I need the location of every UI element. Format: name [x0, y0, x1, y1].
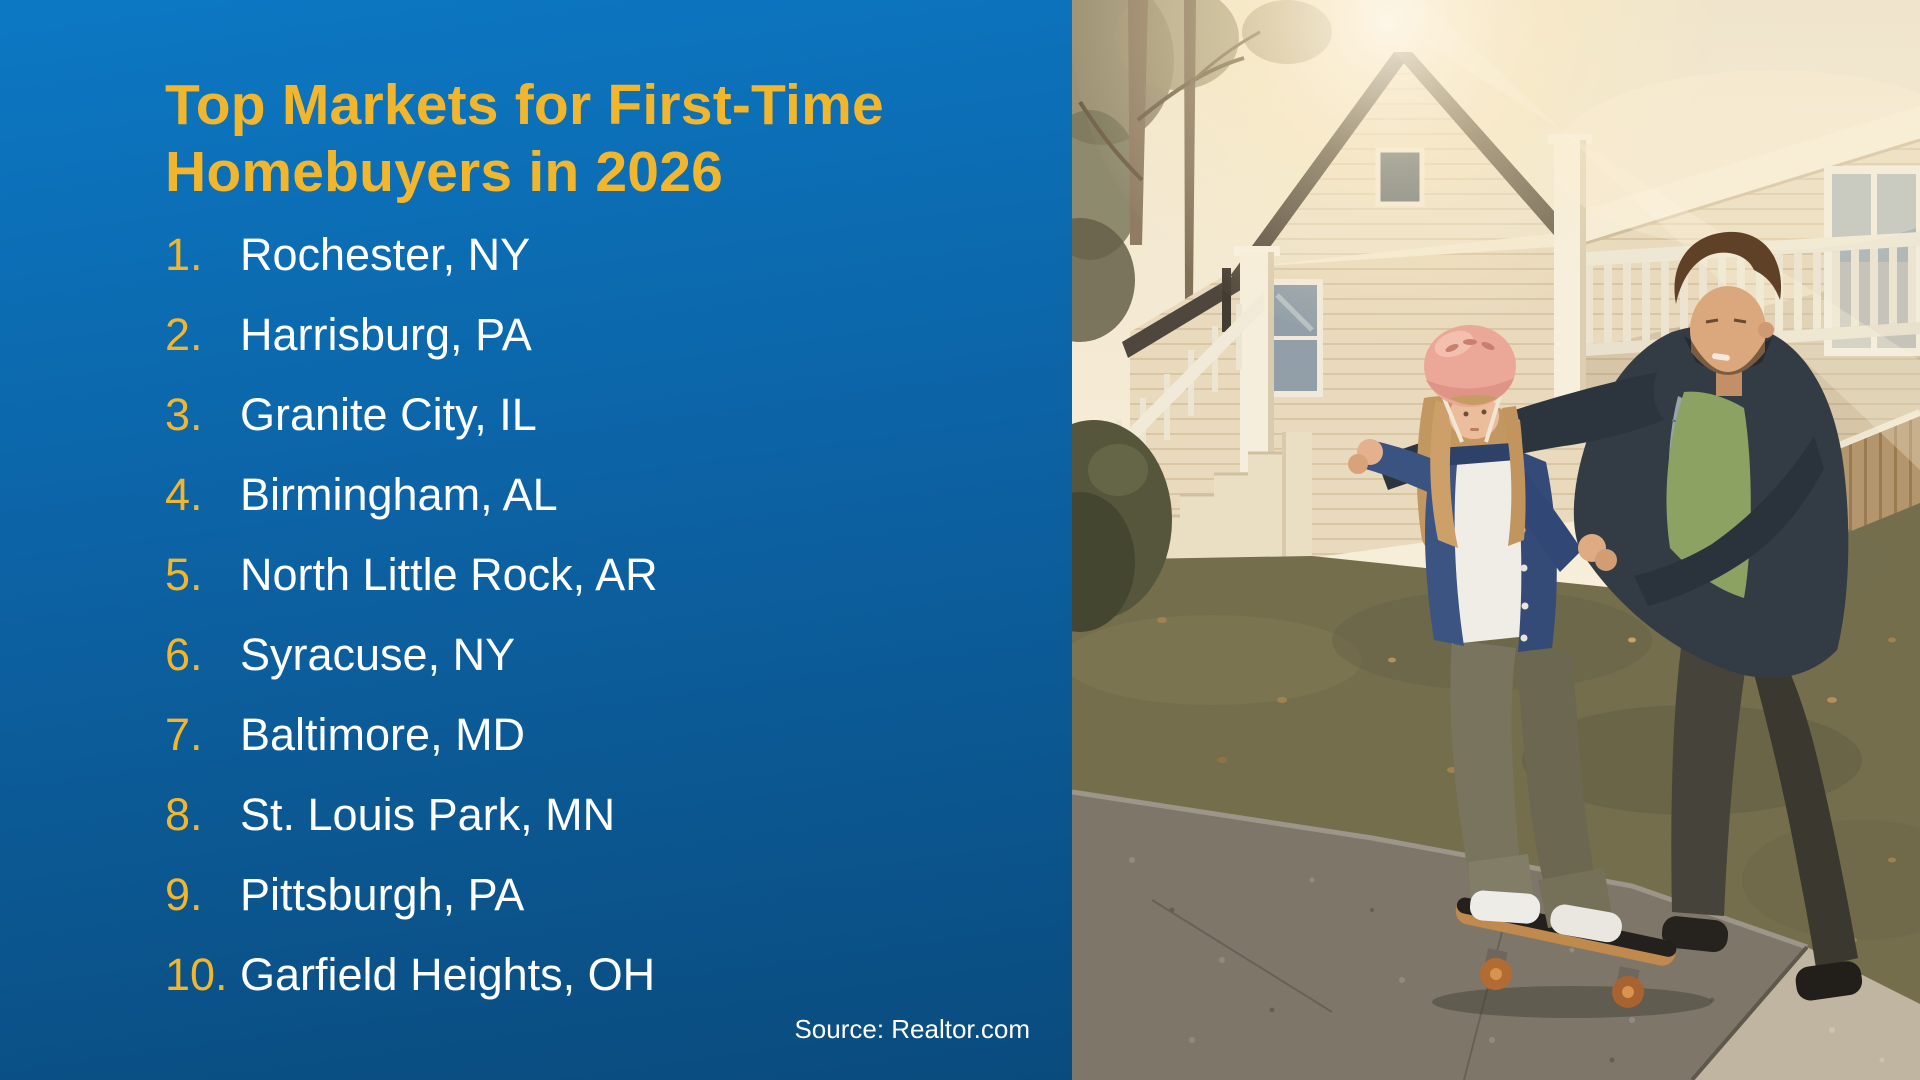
list-city: Baltimore, MD — [240, 709, 526, 760]
list-city: North Little Rock, AR — [240, 549, 658, 600]
list-item: 4. Birmingham, AL — [165, 455, 658, 535]
list-rank: 1. — [165, 229, 203, 280]
concrete-pad — [1690, 945, 1920, 1080]
list-rank: 6. — [165, 629, 203, 680]
girl-jacket-collar — [1438, 443, 1516, 466]
list-rank: 9. — [165, 869, 203, 920]
list-item: 7. Baltimore, MD — [165, 695, 658, 775]
man-shoe — [1661, 916, 1729, 953]
list-item: 5. North Little Rock, AR — [165, 535, 658, 615]
list-item: 9. Pittsburgh, PA — [165, 855, 658, 935]
list-item: 6. Syracuse, NY — [165, 615, 658, 695]
source-attribution: Source: Realtor.com — [794, 1014, 1030, 1044]
girl-tee — [1440, 446, 1528, 644]
clasped-hands-left — [1348, 439, 1383, 474]
list-item: 3. Granite City, IL — [165, 375, 658, 455]
list-rank: 8. — [165, 789, 203, 840]
list-item: 10. Garfield Heights, OH — [165, 935, 658, 1015]
list-rank: 2. — [165, 309, 203, 360]
page-title-line-2: Homebuyers in 2026 — [165, 140, 724, 204]
page-title-line-1: Top Markets for First-Time — [165, 73, 884, 137]
list-item: 8. St. Louis Park, MN — [165, 775, 658, 855]
list-city: St. Louis Park, MN — [240, 789, 616, 840]
list-rank: 7. — [165, 709, 203, 760]
list-rank: 4. — [165, 469, 203, 520]
info-panel: Top Markets for First-Time Homebuyers in… — [0, 0, 1072, 1080]
man-face — [1690, 286, 1766, 374]
hero-photo-illustration — [1072, 0, 1920, 1080]
girl-jeans-right — [1516, 648, 1602, 920]
girl-arm-down — [1512, 470, 1582, 572]
list-rank: 3. — [165, 389, 203, 440]
list-city: Pittsburgh, PA — [240, 869, 525, 920]
clasped-hands-center — [1578, 534, 1617, 571]
market-list: 1. Rochester, NY 2. Harrisburg, PA 3. Grani… — [165, 215, 658, 1015]
list-item: 2. Harrisburg, PA — [165, 295, 658, 375]
list-city: Birmingham, AL — [240, 469, 558, 520]
hero-photo — [1072, 0, 1920, 1080]
list-rank: 5. — [165, 549, 203, 600]
roof-eave — [1122, 272, 1244, 358]
list-city: Harrisburg, PA — [240, 309, 532, 360]
bush — [1072, 420, 1172, 632]
girl-figure — [1362, 325, 1622, 943]
man-arm-left — [1634, 436, 1824, 606]
porch-fascia — [1567, 106, 1920, 249]
girl-hair-side — [1430, 400, 1458, 548]
list-city: Granite City, IL — [240, 389, 537, 440]
list-city: Syracuse, NY — [240, 629, 516, 680]
girl-sneaker — [1550, 904, 1622, 943]
girl-jeans-left — [1450, 640, 1524, 900]
man-hair — [1674, 231, 1782, 304]
man-shoe — [1795, 961, 1863, 1001]
list-city: Rochester, NY — [240, 229, 531, 280]
downspout — [1222, 268, 1231, 332]
man-beard — [1691, 340, 1765, 375]
list-item: 1. Rochester, NY — [165, 215, 658, 295]
man-front-leg — [1671, 640, 1748, 916]
list-city: Garfield Heights, OH — [240, 949, 656, 1000]
page-title: Top Markets for First-Time Homebuyers in… — [165, 72, 884, 206]
list-rank: 10. — [165, 949, 228, 1000]
man-rear-leg — [1748, 648, 1858, 968]
girl-sneaker — [1469, 890, 1541, 924]
